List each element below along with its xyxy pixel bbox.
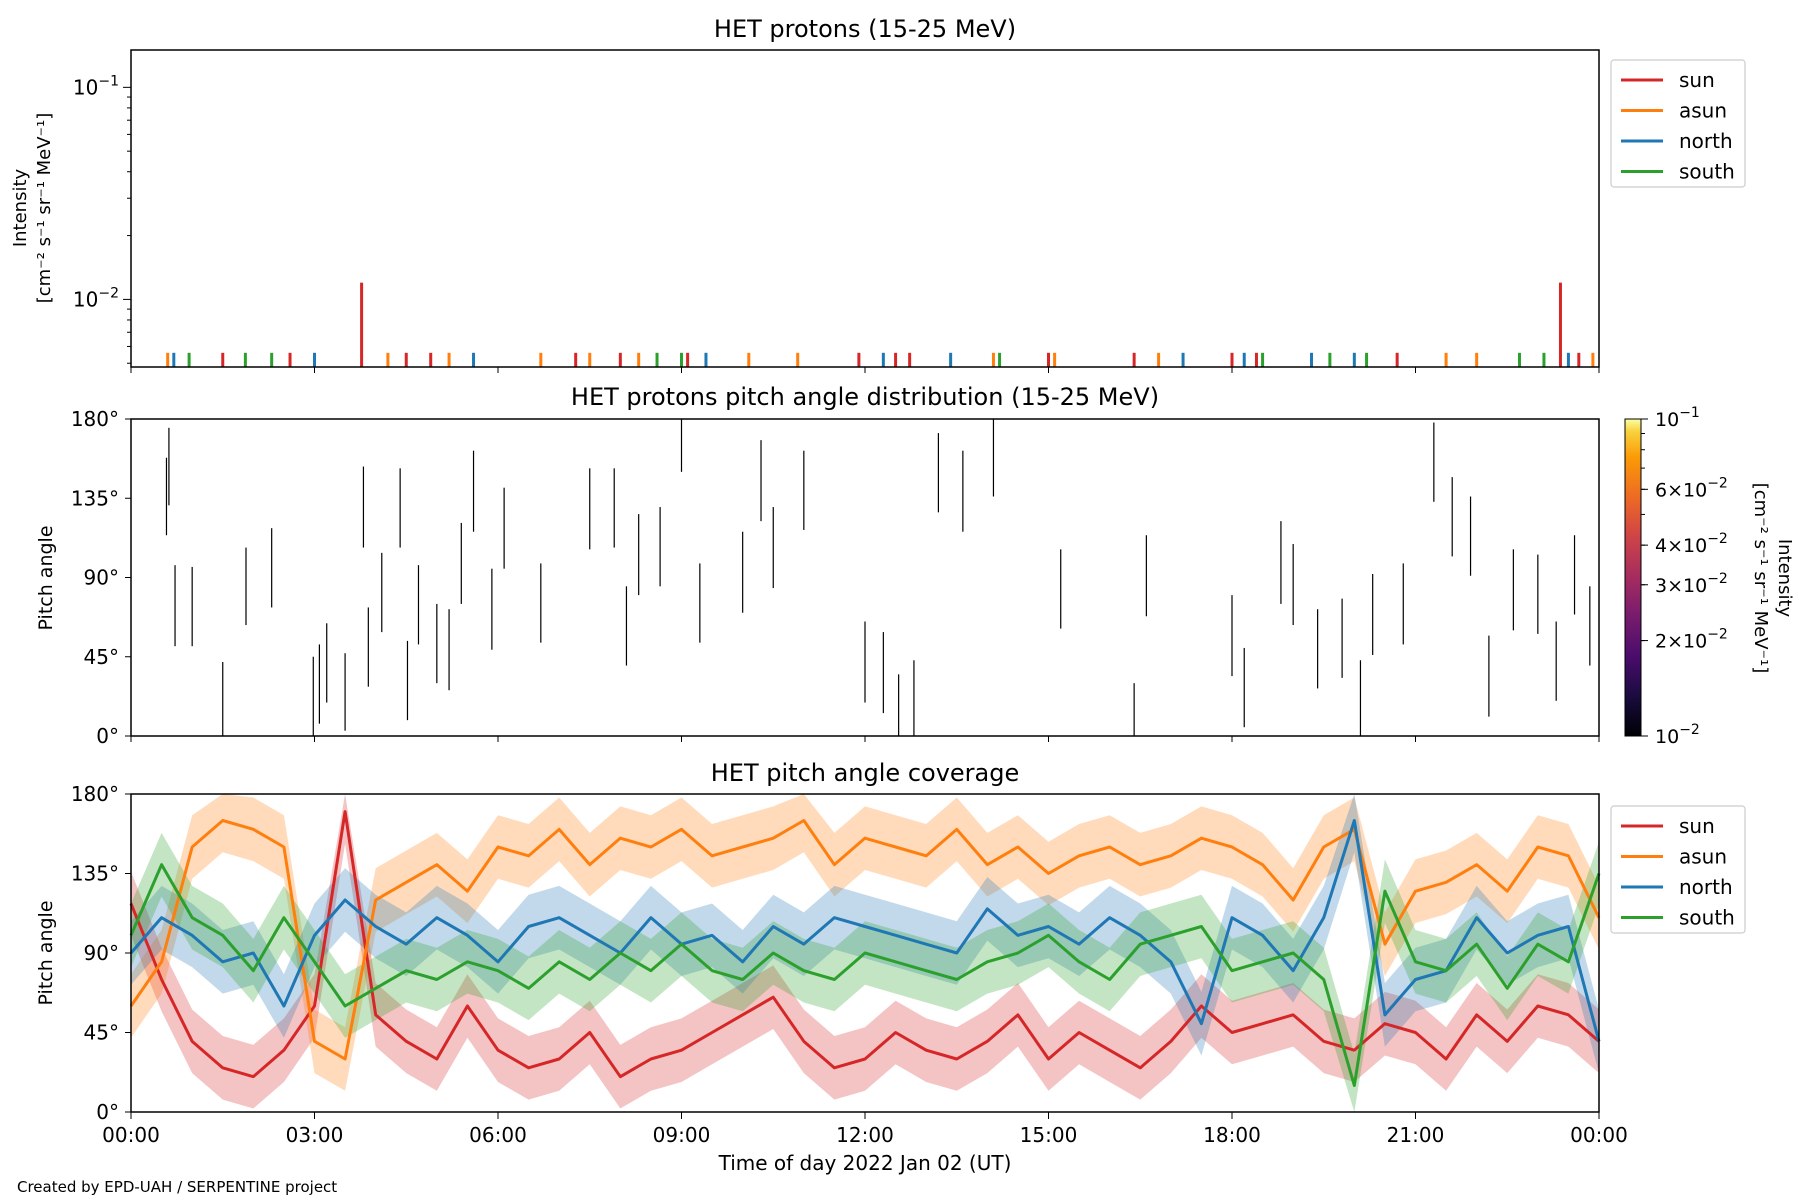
panel1-y-tick-label-0: 10−1 — [73, 73, 119, 99]
panel3-title: HET pitch angle coverage — [711, 759, 1019, 787]
legend-label-asun: asun — [1679, 99, 1727, 123]
legend-label-north: north — [1679, 129, 1733, 153]
band-asun — [131, 794, 1599, 1091]
colorbar-tick-label-0: 10−1 — [1655, 405, 1700, 431]
colorbar-tick-label-2: 4×10−2 — [1655, 531, 1728, 557]
panel2-y-tick-label-3: 135° — [71, 486, 119, 510]
band-sun — [131, 794, 1599, 1109]
band-north — [131, 794, 1599, 1074]
series-line-north — [129, 819, 1601, 1042]
panel2-y-tick-label-2: 90° — [84, 566, 119, 590]
legend-label-sun: sun — [1679, 68, 1715, 92]
colorbar-label-line1: Intensity — [1774, 539, 1795, 618]
colorbar-tick-label-1: 6×10−2 — [1655, 475, 1728, 501]
x-tick-label-8: 00:00 — [1570, 1123, 1628, 1147]
x-tick-label-6: 18:00 — [1203, 1123, 1261, 1147]
panel1-title: HET protons (15-25 MeV) — [714, 15, 1016, 43]
panel1-marks — [166, 282, 1595, 367]
panel3-y-label: Pitch angle — [35, 900, 57, 1005]
legend-label-south: south — [1679, 906, 1735, 930]
legend-label-sun: sun — [1679, 814, 1715, 838]
legend-label-north: north — [1679, 875, 1733, 899]
panel1-y-tick-label-1: 10−2 — [73, 285, 119, 311]
series-line-south — [129, 863, 1601, 1087]
footer-credit: Created by EPD-UAH / SERPENTINE project — [17, 1178, 338, 1196]
legend-top: sun asun north south — [1610, 59, 1746, 188]
x-tick-label-3: 09:00 — [653, 1123, 711, 1147]
legend-frame — [1610, 59, 1746, 188]
panel2-y-tick-label-4: 180° — [71, 407, 119, 431]
series-line-sun — [129, 810, 1600, 1079]
panel3-y-ticks: 0° 45° 90° 135° 180° — [71, 782, 131, 1124]
panel3-y-tick-label-0: 0° — [96, 1100, 119, 1124]
x-tick-label-5: 15:00 — [1020, 1123, 1078, 1147]
panel-coverage: HET pitch angle coverage 0° 45° 90° 135° 180… — [35, 759, 1746, 1175]
colorbar-label: Intensity [cm⁻² s⁻¹ sr⁻¹ MeV⁻¹] — [1750, 483, 1795, 674]
x-axis-label: Time of day 2022 Jan 02 (UT) — [718, 1151, 1012, 1175]
panel2-y-ticks: 0° 45° 90° 135° 180° — [71, 407, 1600, 748]
panel1-y-label-line1: Intensity — [10, 168, 31, 247]
colorbar-tick-label-5: 10−2 — [1655, 722, 1700, 748]
panel2-title: HET protons pitch angle distribution (15… — [571, 383, 1159, 411]
x-axis-ticks: 00:00 03:00 06:00 09:00 12:00 15:00 18:00 21:00… — [102, 1112, 1628, 1147]
colorbar-tick-label-3: 3×10−2 — [1655, 571, 1728, 597]
panel1-y-label: Intensity [cm⁻² s⁻¹ sr⁻¹ MeV⁻¹] — [10, 113, 55, 304]
colorbar-label-line2: [cm⁻² s⁻¹ sr⁻¹ MeV⁻¹] — [1750, 483, 1771, 674]
panel1-y-label-line2: [cm⁻² s⁻¹ sr⁻¹ MeV⁻¹] — [34, 113, 55, 304]
legend-frame — [1610, 805, 1746, 934]
panel3-y-tick-label-2: 90° — [84, 941, 119, 965]
panel3-y-tick-label-4: 180° — [71, 782, 119, 806]
panel-pad: HET protons pitch angle distribution (15… — [35, 383, 1795, 748]
panel3-y-tick-label-3: 135° — [71, 862, 119, 886]
x-tick-label-2: 06:00 — [469, 1123, 527, 1147]
panel-intensity: HET protons (15-25 MeV) 10−1 10−2 Intensi… — [10, 15, 1746, 373]
x-tick-label-0: 00:00 — [102, 1123, 160, 1147]
x-tick-label-7: 21:00 — [1387, 1123, 1445, 1147]
legend-label-south: south — [1679, 160, 1735, 184]
colorbar-ticks: 10−1 6×10−2 4×10−2 3×10−2 2×10−2 10−2 — [1641, 405, 1728, 748]
x-tick-label-1: 03:00 — [286, 1123, 344, 1147]
colorbar-tick-label-4: 2×10−2 — [1655, 627, 1728, 653]
panel3-marks — [129, 794, 1601, 1112]
panel2-marks — [165, 419, 1591, 736]
panel3-y-tick-label-1: 45° — [84, 1021, 119, 1045]
colorbar — [1624, 418, 1642, 737]
legend-label-asun: asun — [1679, 845, 1727, 869]
panel1-y-ticks: 10−1 10−2 — [73, 73, 1600, 373]
band-south — [131, 832, 1599, 1112]
legend-bottom: sun asun north south — [1610, 805, 1746, 934]
panel2-y-tick-label-1: 45° — [84, 645, 119, 669]
panel2-y-label: Pitch angle — [35, 525, 57, 630]
x-tick-label-4: 12:00 — [836, 1123, 894, 1147]
panel1-frame — [130, 49, 1600, 368]
panel2-y-tick-label-0: 0° — [96, 724, 119, 748]
